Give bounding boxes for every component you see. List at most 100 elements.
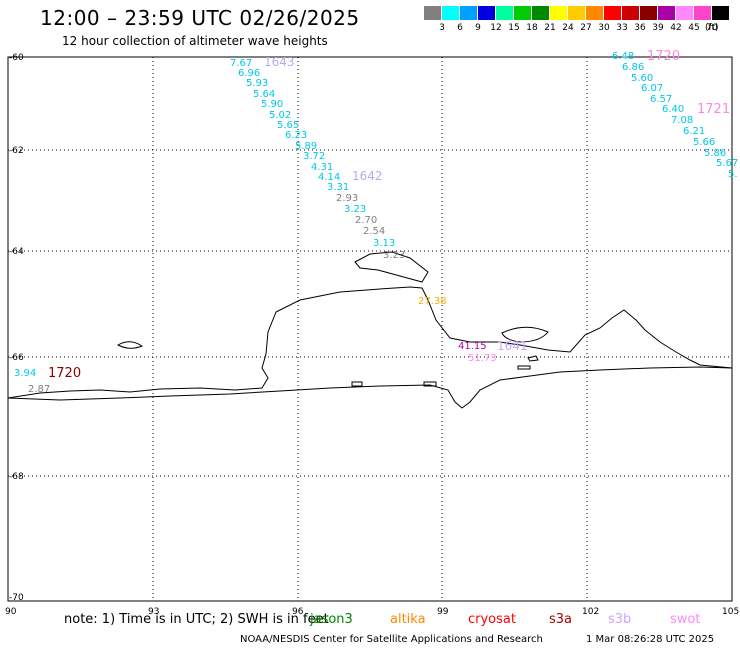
timestamp: 1 Mar 08:26:28 UTC 2025 [586,634,715,645]
wave-value: 2.87 [28,384,50,395]
wave-value: 6.86 [622,62,644,73]
lat-label: -60 [9,53,24,63]
wave-value: 2.54 [363,226,385,237]
lon-label: 105 [722,607,739,617]
lat-label: -70 [9,593,24,603]
wave-value: 4.14 [318,172,340,183]
track-name: 1641 [497,339,528,353]
track-name: 1720 [647,49,680,64]
track-name: 1642 [352,169,383,183]
wave-value: 6.40 [662,104,684,115]
wave-value: 41.15 [458,341,487,352]
track-name: 1720 [48,366,81,381]
scale-label: 39 [652,23,664,33]
lon-label: 93 [148,607,159,617]
wave-value: 2.93 [336,193,358,204]
scale-label: 18 [526,23,538,33]
scale-swatch [712,6,729,20]
wave-value: 6.07 [641,83,663,94]
legend-s3b: s3b [608,612,632,627]
page-subtitle: 12 hour collection of altimeter wave hei… [62,34,328,48]
page-title: 12:00 – 23:59 UTC 02/26/2025 [40,6,360,30]
scale-label: 6 [457,23,463,33]
wave-value: 3.31 [327,182,349,193]
wave-value: 5.65 [277,120,299,131]
lon-labels: 90 93 96 99 102 105 [5,607,739,617]
scale-label: 21 [544,23,556,33]
footer-note: note: 1) Time is in UTC; 2) SWH is in fe… [64,612,329,627]
scale-label: 33 [616,23,628,33]
wave-value: 6.57 [650,94,672,105]
scale-unit: (ft) [705,23,719,33]
lat-label: -64 [9,247,24,257]
legend-jason3: jason3 [310,612,353,627]
scale-swatch [514,6,531,20]
wave-value: 5.90 [261,99,283,110]
lon-label: 90 [5,607,17,617]
lon-label: 99 [437,607,449,617]
credit-line: NOAA/NESDIS Center for Satellite Applica… [240,634,543,645]
lat-label: -66 [9,353,24,363]
scale-swatch [478,6,495,20]
scale-label: 12 [490,23,502,33]
legend-altika: altika [390,612,426,627]
scale-label: 42 [670,23,682,33]
track-b: 6.48 1720 6.86 5.60 6.07 6.57 6.40 1721 … [612,49,738,180]
scale-swatch [676,6,693,20]
lat-label: -62 [9,146,24,156]
scale-label: 24 [562,23,574,33]
wave-value: 6.23 [285,130,307,141]
wave-value: 6.21 [683,126,705,137]
lat-label: -68 [9,472,24,482]
wave-value: 51.73 [468,353,497,364]
scale-label: 9 [475,23,481,33]
wave-value: 5.64 [253,89,275,100]
wave-value: 5.02 [269,110,291,121]
scale-label: 30 [598,23,610,33]
lat-labels: -60 -62 -64 -66 -68 -70 [9,53,24,603]
wave-value: 3.23 [344,204,366,215]
wave-value: 5. [728,169,738,180]
wave-value: 27.38 [418,296,447,307]
wave-value: 2.70 [355,215,377,226]
plot-frame [7,56,733,602]
wave-value: 5.89 [295,141,317,152]
wave-value: 6.48 [612,51,634,62]
lon-label: 102 [582,607,599,617]
scale-label: 36 [634,23,646,33]
wave-value: 5.86 [704,148,726,159]
coastline [7,251,733,409]
lon-label: 96 [292,607,304,617]
scale-swatch [586,6,603,20]
scale-label: 3 [439,23,445,33]
scale-swatch [640,6,657,20]
wave-value: 7.67 [230,58,252,69]
graticule [8,57,732,601]
legend-cryosat: cryosat [468,612,516,627]
scale-swatch [442,6,459,20]
wave-value: 3.94 [14,368,36,379]
scale-swatch [604,6,621,20]
wave-value: 5.67 [716,158,738,169]
scale-label: 15 [508,23,520,33]
wave-value: 6.96 [238,68,260,79]
wave-value: 5.93 [246,78,268,89]
track-a: 7.67 1643 6.96 5.93 5.64 5.90 5.02 5.65 … [230,55,405,261]
scale-swatch [424,6,441,20]
wave-value: 5.66 [693,137,715,148]
track-west: 3.94 1720 2.87 [14,366,81,395]
scale-swatch [622,6,639,20]
wave-value: 3.13 [373,238,395,249]
wave-value: 3.23 [383,250,405,261]
track-name: 1643 [264,55,295,69]
track-center: 27.38 41.15 1641 51.73 [418,296,528,364]
legend-s3a: s3a [549,612,573,627]
scale-swatch [460,6,477,20]
scale-swatch [496,6,513,20]
scale-swatch [568,6,585,20]
scale-label: 70 [706,23,718,33]
scale-swatch [658,6,675,20]
scale-label: 27 [580,23,592,33]
track-name: 1721 [697,102,730,117]
